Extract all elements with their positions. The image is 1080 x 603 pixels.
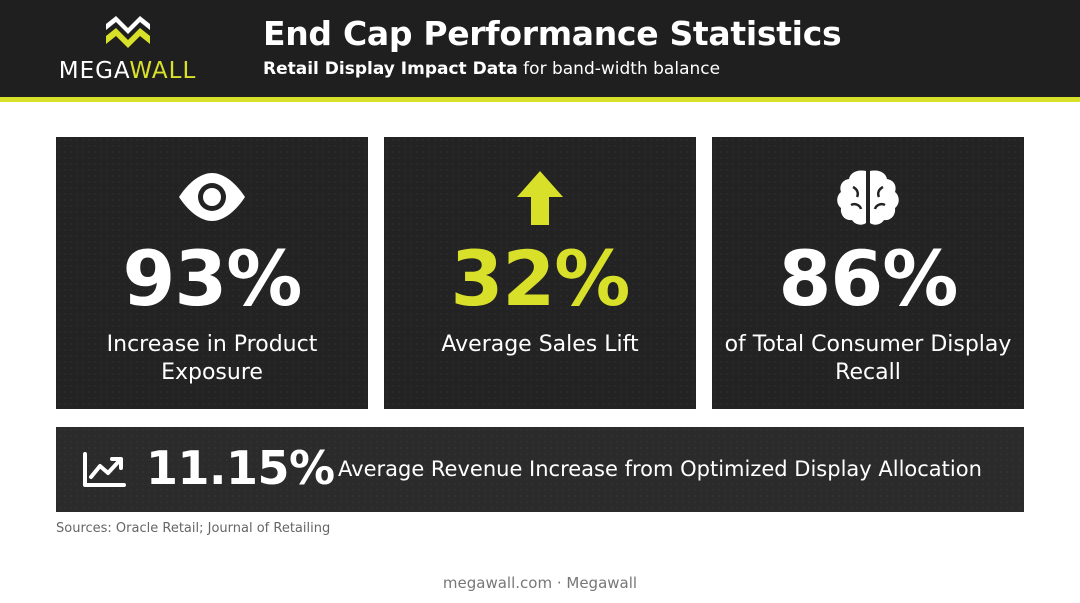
stat-value: 32% — [450, 234, 631, 323]
page-subtitle: Retail Display Impact Data for band-widt… — [263, 59, 720, 79]
trending-up-chart-icon — [83, 452, 126, 487]
stat-card-recall: 86% of Total Consumer Display Recall — [712, 137, 1024, 409]
revenue-banner: 11.15% Average Revenue Increase from Opt… — [56, 427, 1024, 512]
banner-value: 11.15% — [146, 441, 335, 495]
eye-icon — [179, 173, 245, 221]
megawall-m-logo-icon — [106, 16, 150, 48]
subtitle-bold: Retail Display Impact Data — [263, 59, 518, 79]
stat-value: 86% — [778, 234, 959, 323]
logo-wordmark: MEGAWALL — [50, 58, 205, 84]
logo-wordmark-mega: MEGA — [58, 58, 130, 84]
header-accent-stripe — [0, 97, 1080, 102]
sources-note: Sources: Oracle Retail; Journal of Retai… — [56, 521, 331, 536]
stat-label: Increase in Product Exposure — [106, 332, 318, 385]
header-bar: MEGAWALL End Cap Performance Statistics … — [0, 0, 1080, 97]
banner-text: Average Revenue Increase from Optimized … — [338, 457, 982, 481]
stat-card-exposure: 93% Increase in Product Exposure — [56, 137, 368, 409]
arrow-up-icon — [517, 171, 563, 225]
brand-logo[interactable]: MEGAWALL — [50, 12, 205, 88]
stat-value: 93% — [122, 234, 303, 323]
stat-card-sales-lift: 32% Average Sales Lift — [384, 137, 696, 409]
brain-icon — [837, 170, 899, 225]
logo-wordmark-wall: WALL — [129, 58, 197, 84]
stat-label: Average Sales Lift — [441, 332, 639, 357]
subtitle-rest: for band-width balance — [517, 59, 721, 79]
stat-label: of Total Consumer Display Recall — [724, 332, 1012, 385]
footer-link[interactable]: megawall.com · Megawall — [442, 574, 638, 592]
page-title: End Cap Performance Statistics — [263, 14, 842, 53]
